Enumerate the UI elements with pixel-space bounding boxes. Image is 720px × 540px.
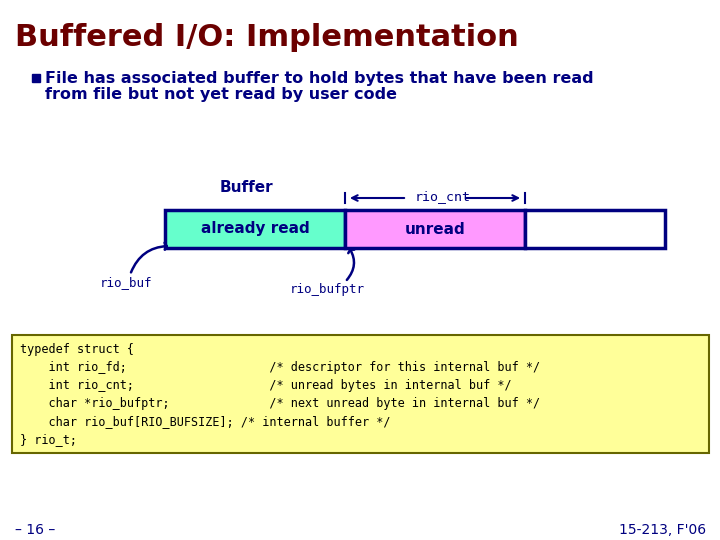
Text: Buffered I/O: Implementation: Buffered I/O: Implementation <box>15 24 518 52</box>
Text: – 16 –: – 16 – <box>15 523 55 537</box>
Text: 15-213, F'06: 15-213, F'06 <box>619 523 706 537</box>
Text: char *rio_bufptr;              /* next unread byte in internal buf */: char *rio_bufptr; /* next unread byte in… <box>20 397 540 410</box>
Text: int rio_cnt;                   /* unread bytes in internal buf */: int rio_cnt; /* unread bytes in internal… <box>20 379 512 392</box>
Text: int rio_fd;                    /* descriptor for this internal buf */: int rio_fd; /* descriptor for this inter… <box>20 361 540 374</box>
Text: unread: unread <box>405 221 465 237</box>
Bar <box>32 74 40 82</box>
Text: rio_buf: rio_buf <box>100 276 153 289</box>
Text: rio_cnt: rio_cnt <box>415 191 471 204</box>
Bar <box>165 210 345 248</box>
Text: from file but not yet read by user code: from file but not yet read by user code <box>45 87 397 103</box>
Text: already read: already read <box>201 221 310 237</box>
Text: } rio_t;: } rio_t; <box>20 433 77 446</box>
Text: Buffer: Buffer <box>219 180 273 195</box>
Text: typedef struct {: typedef struct { <box>20 343 134 356</box>
Text: char rio_buf[RIO_BUFSIZE]; /* internal buffer */: char rio_buf[RIO_BUFSIZE]; /* internal b… <box>20 415 390 428</box>
Bar <box>525 210 665 248</box>
Bar <box>12 335 709 453</box>
Bar <box>345 210 525 248</box>
Text: File has associated buffer to hold bytes that have been read: File has associated buffer to hold bytes… <box>45 71 593 85</box>
Text: rio_bufptr: rio_bufptr <box>290 284 365 296</box>
